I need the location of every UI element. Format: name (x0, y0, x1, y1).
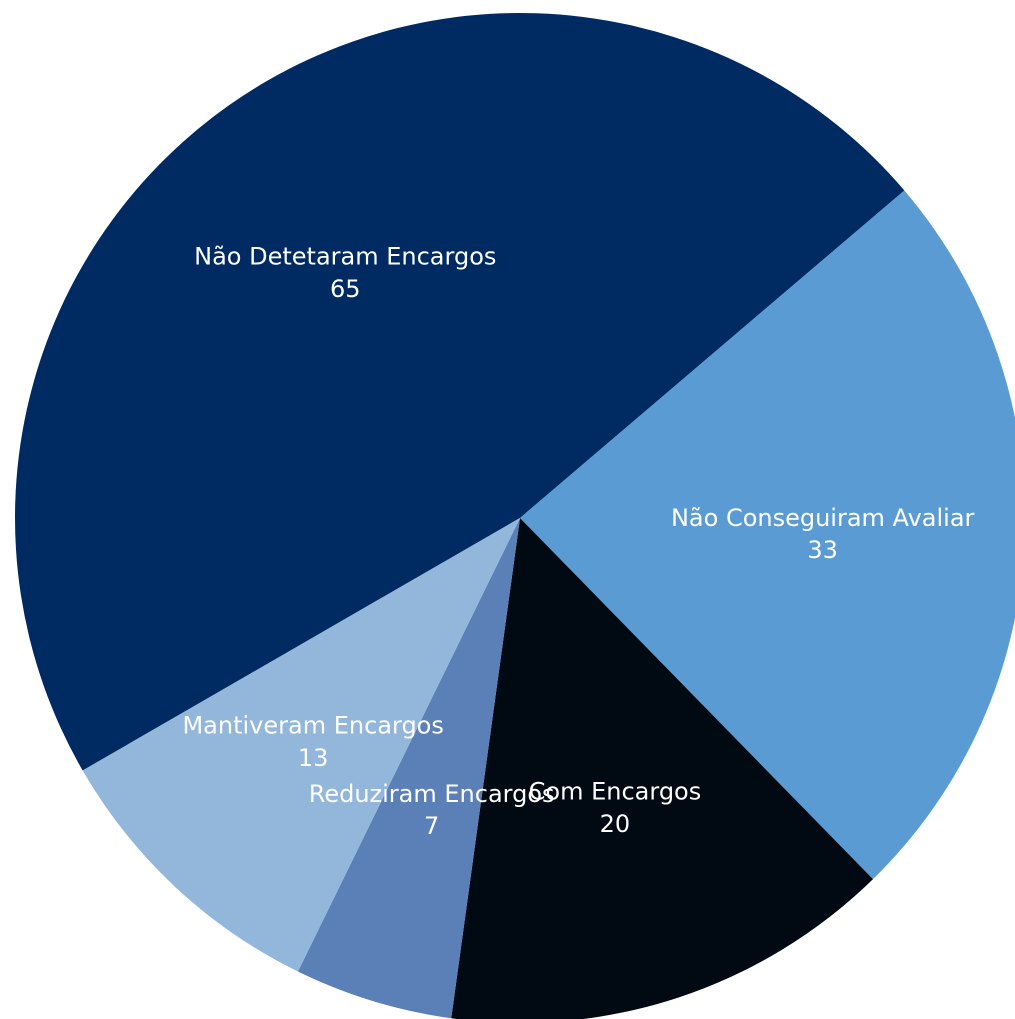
pie-slice-nao-detetaram-encargos (14, 12, 905, 771)
slice-value: 13 (298, 744, 329, 772)
slice-name: Não Conseguiram Avaliar (671, 504, 975, 532)
pie-slice-com-encargos (451, 518, 874, 1019)
slice-name: Mantiveram Encargos (182, 711, 443, 739)
slice-label-nao-detetaram-encargos: Não Detetaram Encargos 65 (194, 242, 496, 302)
slice-name: Reduziram Encargos (309, 780, 555, 808)
slice-label-nao-conseguiram-avaliar: Não Conseguiram Avaliar 33 (671, 504, 975, 564)
slice-name: Não Detetaram Encargos (194, 242, 496, 270)
slice-label-com-encargos: Com Encargos 20 (529, 778, 702, 838)
slice-label-reduziram-encargos: Reduziram Encargos 7 (309, 780, 555, 840)
slice-value: 33 (807, 536, 838, 564)
slice-value: 65 (330, 275, 361, 303)
slice-value: 20 (600, 810, 631, 838)
pie-slice-reduziram-encargos (297, 518, 520, 1019)
slice-name: Com Encargos (529, 778, 702, 806)
slice-value: 7 (424, 812, 439, 840)
pie-slice-mantiveram-encargos (82, 518, 521, 972)
slice-label-mantiveram-encargos: Mantiveram Encargos 13 (182, 711, 443, 771)
pie-slice-nao-conseguiram-avaliar (520, 190, 1015, 880)
pie-slices (14, 12, 1015, 1019)
pie-labels: Não Detetaram Encargos 65 Não Conseguiram … (182, 242, 974, 840)
